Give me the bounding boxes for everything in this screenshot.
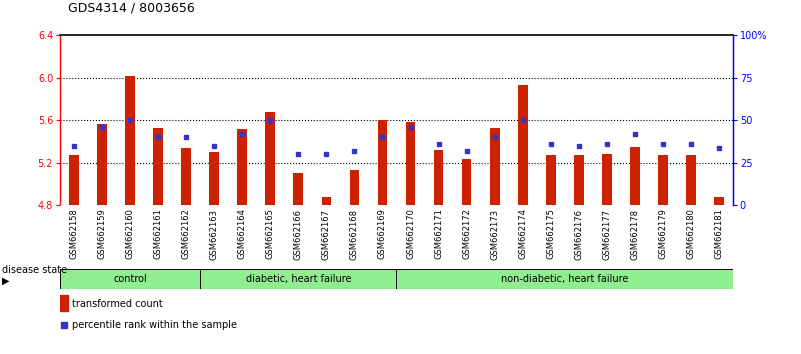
Text: ▶: ▶ xyxy=(2,275,9,286)
Text: GSM662174: GSM662174 xyxy=(518,209,527,259)
Text: GSM662175: GSM662175 xyxy=(546,209,555,259)
Bar xyxy=(545,155,556,205)
Text: non-diabetic, heart failure: non-diabetic, heart failure xyxy=(501,274,629,284)
Text: disease state: disease state xyxy=(2,265,66,275)
Bar xyxy=(349,170,360,205)
Bar xyxy=(489,128,500,205)
Text: GSM662179: GSM662179 xyxy=(658,209,667,259)
Bar xyxy=(60,295,69,311)
Text: GSM662180: GSM662180 xyxy=(686,209,695,259)
Bar xyxy=(517,85,528,205)
Text: GSM662158: GSM662158 xyxy=(70,209,78,259)
Bar xyxy=(433,150,444,205)
Bar xyxy=(181,148,191,205)
Text: GSM662176: GSM662176 xyxy=(574,209,583,259)
Bar xyxy=(237,129,248,205)
Bar xyxy=(60,269,200,289)
Text: GSM662163: GSM662163 xyxy=(210,209,219,259)
Bar xyxy=(574,155,584,205)
Bar xyxy=(377,120,388,205)
Text: GSM662181: GSM662181 xyxy=(714,209,723,259)
Bar xyxy=(69,155,79,205)
Text: GSM662177: GSM662177 xyxy=(602,209,611,259)
Text: GSM662159: GSM662159 xyxy=(98,209,107,259)
Text: diabetic, heart failure: diabetic, heart failure xyxy=(246,274,351,284)
Text: GSM662178: GSM662178 xyxy=(630,209,639,259)
Bar xyxy=(686,155,696,205)
Bar xyxy=(396,269,733,289)
Text: GSM662160: GSM662160 xyxy=(126,209,135,259)
Text: GSM662169: GSM662169 xyxy=(378,209,387,259)
Text: GSM662170: GSM662170 xyxy=(406,209,415,259)
Text: GSM662164: GSM662164 xyxy=(238,209,247,259)
Text: GSM662173: GSM662173 xyxy=(490,209,499,259)
Bar xyxy=(97,124,107,205)
Bar xyxy=(200,269,396,289)
Text: control: control xyxy=(113,274,147,284)
Bar xyxy=(630,147,640,205)
Text: GSM662168: GSM662168 xyxy=(350,209,359,259)
Bar xyxy=(658,155,668,205)
Bar xyxy=(209,152,219,205)
Text: percentile rank within the sample: percentile rank within the sample xyxy=(72,320,237,330)
Bar xyxy=(602,154,612,205)
Bar xyxy=(461,159,472,205)
Text: GSM662172: GSM662172 xyxy=(462,209,471,259)
Bar xyxy=(265,112,276,205)
Bar xyxy=(153,128,163,205)
Bar xyxy=(405,122,416,205)
Bar xyxy=(714,197,724,205)
Text: GSM662167: GSM662167 xyxy=(322,209,331,259)
Text: transformed count: transformed count xyxy=(72,299,163,309)
Text: GSM662162: GSM662162 xyxy=(182,209,191,259)
Bar xyxy=(293,173,304,205)
Bar xyxy=(321,197,332,205)
Text: GSM662165: GSM662165 xyxy=(266,209,275,259)
Text: GSM662171: GSM662171 xyxy=(434,209,443,259)
Text: GSM662166: GSM662166 xyxy=(294,209,303,259)
Bar xyxy=(125,76,135,205)
Text: GSM662161: GSM662161 xyxy=(154,209,163,259)
Text: GDS4314 / 8003656: GDS4314 / 8003656 xyxy=(68,1,195,14)
